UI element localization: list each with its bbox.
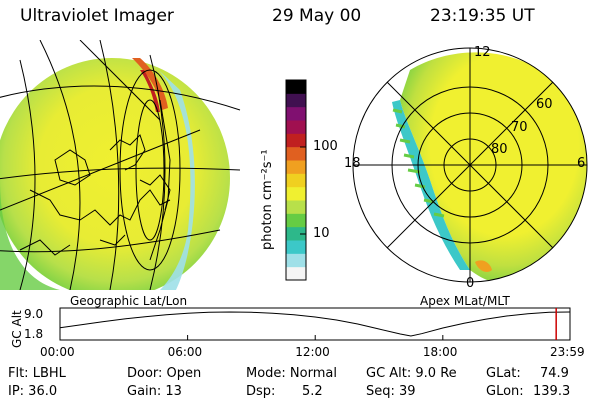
gain-value: Gain: 13: [127, 384, 182, 399]
dsp-value: 5.2: [302, 384, 323, 399]
colorbar-band: [286, 240, 306, 254]
colorbar-tick-100: 100: [313, 139, 338, 154]
time-label: 23:19:35 UT: [430, 6, 535, 26]
mlat-label-60: 60: [536, 97, 553, 112]
mlat-label-70: 70: [511, 120, 528, 135]
altitude-timeseries: [59, 307, 571, 341]
ytick-1-8: 1.8: [24, 327, 44, 341]
gc-altitude-line: [59, 311, 571, 337]
colorbar-band: [286, 106, 306, 121]
glat-value: 74.9: [540, 366, 569, 381]
xtick-label: 23:59: [550, 345, 585, 359]
ip-value: IP: 36.0: [8, 384, 58, 399]
colorbar-band: [286, 93, 306, 108]
mode-status: Mode: Normal: [246, 366, 337, 381]
door-status: Door: Open: [127, 366, 202, 381]
glon-value: 139.3: [533, 384, 571, 399]
colorbar-band: [286, 226, 306, 241]
flt-filter: Flt: LBHL: [8, 366, 66, 381]
gc-alt-status: GC Alt: 9.0 Re: [366, 366, 457, 381]
colorbar-band: [286, 80, 306, 94]
geographic-panel-label: Geographic Lat/Lon: [70, 294, 188, 308]
colorbar-band: [286, 253, 306, 268]
xtick-label: 12:00: [295, 345, 330, 359]
glon-label: GLon:: [486, 384, 524, 399]
geographic-map: [0, 40, 241, 290]
colorbar-tick-10: 10: [313, 226, 330, 241]
colorbar-band: [286, 146, 306, 161]
colorbar-band: [286, 160, 306, 174]
colorbar: [286, 80, 306, 281]
colorbar-band: [286, 213, 306, 228]
colorbar-band: [286, 173, 306, 188]
mlt-label-12: 12: [474, 45, 491, 60]
glat-label: GLat:: [486, 366, 521, 381]
xtick-label: 18:00: [422, 345, 458, 359]
mlt-label-18: 18: [344, 156, 361, 171]
colorbar-band: [286, 133, 306, 148]
colorbar-unit-label: photon cm⁻²s⁻¹: [260, 149, 275, 250]
seq-value: Seq: 39: [366, 384, 416, 399]
apex-panel-label: Apex MLat/MLT: [420, 294, 510, 308]
instrument-title: Ultraviolet Imager: [20, 6, 174, 26]
colorbar-band: [286, 120, 306, 134]
ytick-9: 9.0: [24, 307, 44, 321]
colorbar-band: [286, 186, 306, 201]
dsp-label: Dsp:: [246, 384, 276, 399]
colorbar-band: [286, 266, 306, 281]
colorbar-band: [286, 200, 306, 214]
gc-alt-axis-label: GC Alt: [10, 310, 24, 348]
mlt-label-6: 6: [577, 156, 586, 171]
date-label: 29 May 00: [272, 6, 362, 26]
mlat-label-80: 80: [491, 142, 508, 157]
xtick-label: 06:00: [167, 345, 203, 359]
mlt-label-0: 0: [466, 276, 475, 291]
xtick-label: 00:00: [40, 345, 75, 359]
polar-plot: [352, 47, 588, 283]
